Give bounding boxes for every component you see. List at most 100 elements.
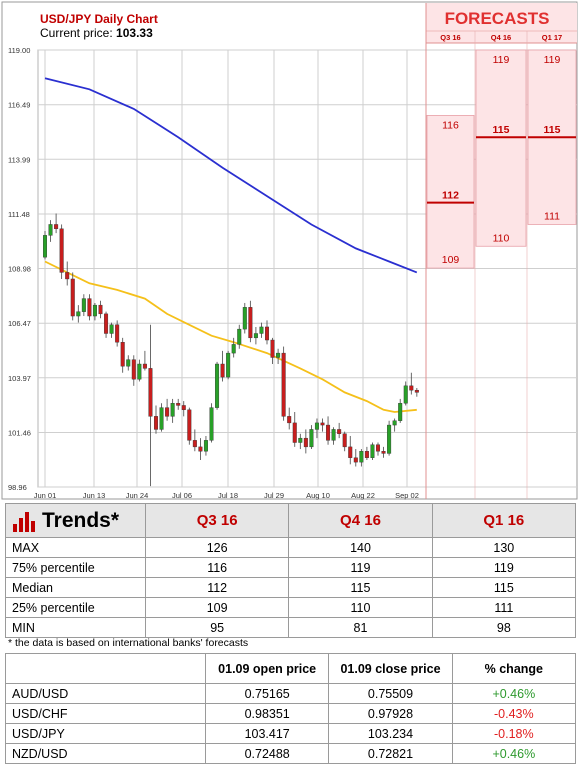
- candle: [76, 305, 81, 323]
- chart-title: USD/JPY Daily Chart: [40, 12, 158, 26]
- fx-pair: USD/CHF: [5, 703, 206, 724]
- fx-pair: NZD/USD: [5, 743, 206, 764]
- forecast-box: [426, 115, 475, 269]
- x-tick-label: Jun 13: [83, 491, 106, 500]
- axis-labels: 119.00 116.49 113.99 111.48 108.98 106.47 103.…: [8, 46, 419, 500]
- candle-body: [314, 422, 319, 430]
- candle-body: [381, 451, 386, 454]
- x-tick-label: Jul 18: [218, 491, 238, 500]
- y-tick-label: 119.00: [8, 46, 30, 55]
- forecast-median-label: 112: [442, 190, 459, 202]
- forecast-low-label: 110: [493, 232, 510, 244]
- x-tick-label: Jun 24: [126, 491, 149, 500]
- candle-body: [153, 416, 158, 430]
- fx-row: USD/CHF 0.98351 0.97928 -0.43%: [5, 703, 577, 724]
- candle: [303, 429, 308, 454]
- candle: [309, 425, 314, 450]
- candle-body: [120, 342, 125, 367]
- candle: [131, 355, 136, 386]
- candle: [48, 220, 53, 242]
- candle: [337, 422, 342, 439]
- candle: [237, 324, 242, 349]
- candle: [353, 449, 358, 467]
- candle: [65, 261, 70, 286]
- candle: [81, 294, 86, 317]
- fx-change: -0.18%: [451, 723, 577, 744]
- candle: [70, 272, 75, 321]
- usdjpy-chart: USD/JPY Daily Chart Current price: 103.3…: [1, 1, 578, 500]
- forecast-box: [475, 49, 527, 247]
- candle-body: [370, 444, 375, 458]
- fx-close: 0.97928: [328, 703, 453, 724]
- candle: [104, 311, 109, 338]
- candle: [148, 324, 153, 487]
- trends-cell: 119: [288, 557, 433, 578]
- candle: [142, 350, 147, 371]
- candle-body: [203, 440, 208, 452]
- trends-cell: 140: [288, 537, 433, 558]
- candle-body: [220, 363, 225, 378]
- candle: [270, 337, 275, 365]
- forecast-col-header: Q1 17: [542, 33, 562, 42]
- candle: [153, 405, 158, 434]
- trends-cell: 130: [431, 537, 577, 558]
- trends-footnote: * the data is based on international ban…: [8, 637, 249, 649]
- candle-body: [292, 422, 297, 443]
- candle: [181, 401, 186, 417]
- candle-body: [253, 333, 258, 339]
- trends-row: MIN 95 81 98: [5, 617, 577, 638]
- candle: [331, 427, 336, 445]
- candle: [403, 381, 408, 406]
- candle-body: [331, 429, 336, 441]
- candle-body: [376, 444, 381, 452]
- candle-body: [165, 407, 170, 417]
- fx-close: 0.72821: [328, 743, 453, 764]
- trends-row-label: Median: [5, 577, 146, 598]
- x-tick-label: Jul 29: [264, 491, 284, 500]
- y-tick-label: 98.96: [8, 483, 27, 492]
- candle-body: [265, 326, 270, 341]
- candle-body: [192, 440, 197, 448]
- fx-row: AUD/USD 0.75165 0.75509 +0.46%: [5, 683, 577, 704]
- candle: [381, 446, 386, 458]
- candle-body: [215, 363, 220, 408]
- candle: [226, 350, 231, 380]
- candle: [170, 398, 175, 423]
- candle: [203, 435, 208, 456]
- candle: [398, 398, 403, 423]
- candle: [281, 346, 286, 421]
- candle-body: [115, 324, 120, 343]
- fx-open: 0.75165: [204, 683, 330, 704]
- forecast-median-label: 115: [544, 124, 561, 136]
- forecast-high-label: 116: [442, 119, 459, 131]
- grid-layer: [37, 49, 577, 488]
- candle: [126, 355, 131, 371]
- y-tick-label: 113.99: [8, 155, 30, 164]
- candle-body: [309, 429, 314, 448]
- x-tick-label: Aug 10: [306, 491, 330, 500]
- bar-chart-icon: [13, 511, 35, 532]
- candle: [231, 337, 236, 358]
- candle: [409, 372, 414, 395]
- fx-close: 0.75509: [328, 683, 453, 704]
- candle: [414, 387, 419, 397]
- trends-cell: 81: [288, 617, 433, 638]
- fx-open: 0.98351: [204, 703, 330, 724]
- candle-body: [48, 224, 53, 236]
- x-tick-label: Sep 02: [395, 491, 419, 500]
- candle-body: [242, 307, 247, 330]
- forecast-panel: FORECASTS Q3 16 Q4 16 Q1 17 116 112 109 119 115…: [425, 3, 577, 499]
- candle: [87, 294, 92, 321]
- candle-body: [159, 407, 164, 430]
- candle: [215, 361, 220, 410]
- candle-body: [237, 328, 242, 345]
- x-tick-label: Aug 22: [351, 491, 375, 500]
- current-price: Current price: 103.33: [40, 26, 153, 40]
- trends-table: Trends* Q3 16 Q4 16 Q1 16 MAX 126 140 13…: [5, 503, 577, 638]
- forecast-low-label: 109: [442, 254, 460, 266]
- candle: [348, 435, 353, 465]
- candle-body: [76, 311, 81, 317]
- fx-pair: USD/JPY: [5, 723, 206, 744]
- forecast-low-label: 111: [544, 210, 560, 222]
- candle-body: [137, 363, 142, 380]
